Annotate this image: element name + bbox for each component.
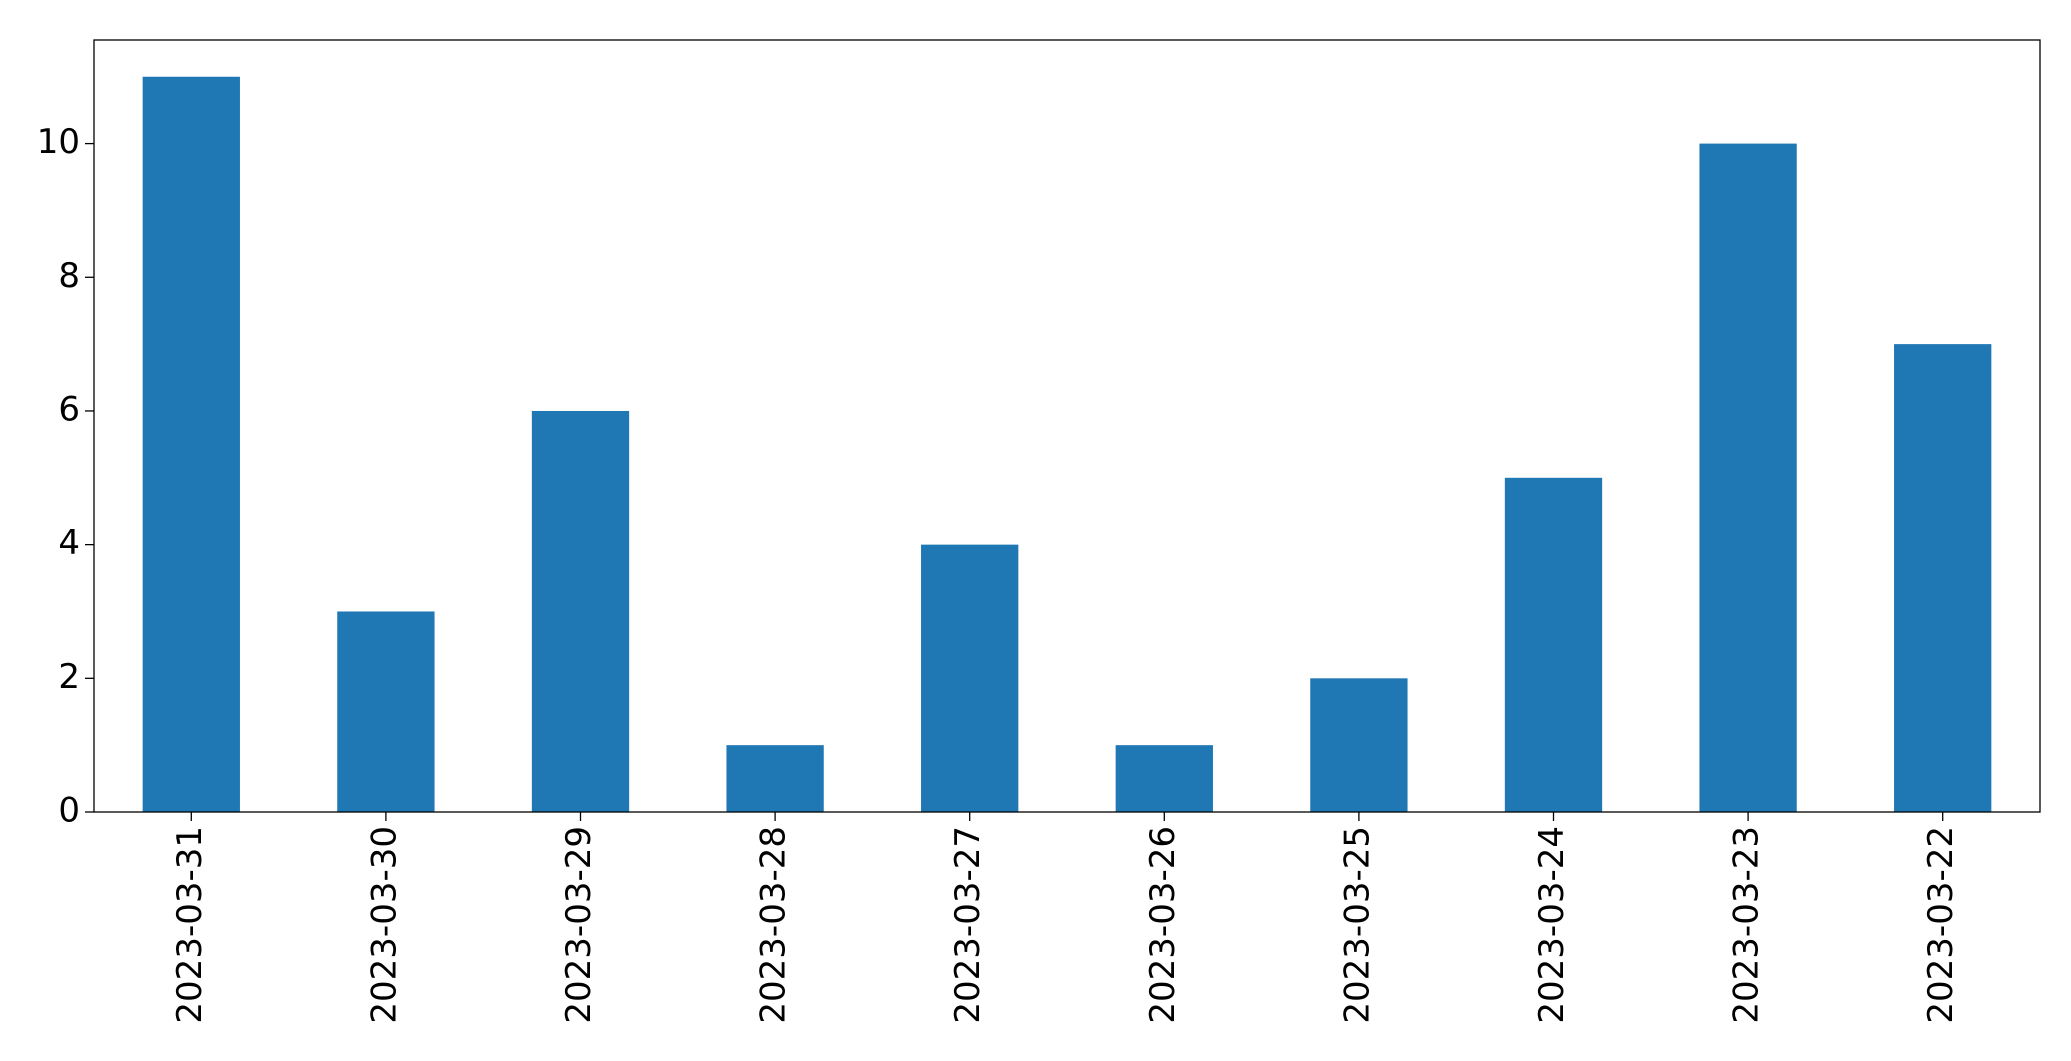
x-tick-label: 2023-03-31 [170, 826, 210, 1024]
x-tick-label: 2023-03-24 [1532, 826, 1572, 1024]
x-tick-label: 2023-03-23 [1727, 826, 1767, 1024]
bar [1894, 344, 1992, 812]
bar [337, 611, 435, 812]
bar [531, 410, 630, 812]
bar [142, 76, 240, 812]
y-tick-label: 0 [58, 791, 80, 831]
x-tick-label: 2023-03-25 [1337, 826, 1377, 1024]
y-tick-label: 8 [58, 256, 80, 296]
bar [921, 544, 1019, 812]
x-tick-label: 2023-03-27 [948, 826, 988, 1024]
x-tick-label: 2023-03-30 [364, 826, 404, 1024]
bar [1699, 143, 1797, 812]
y-tick-label: 10 [37, 122, 80, 162]
bar [1504, 477, 1603, 812]
x-tick-label: 2023-03-26 [1143, 826, 1183, 1024]
bar [1310, 678, 1408, 812]
x-tick-label: 2023-03-29 [559, 826, 599, 1024]
x-tick-label: 2023-03-28 [754, 826, 794, 1024]
y-tick-label: 2 [58, 657, 80, 697]
plot-frame [93, 39, 2041, 813]
x-tick-label: 2023-03-22 [1921, 826, 1961, 1024]
bar [726, 745, 824, 812]
y-tick-label: 6 [58, 389, 80, 429]
y-tick-label: 4 [58, 523, 80, 563]
bar [1115, 745, 1213, 812]
